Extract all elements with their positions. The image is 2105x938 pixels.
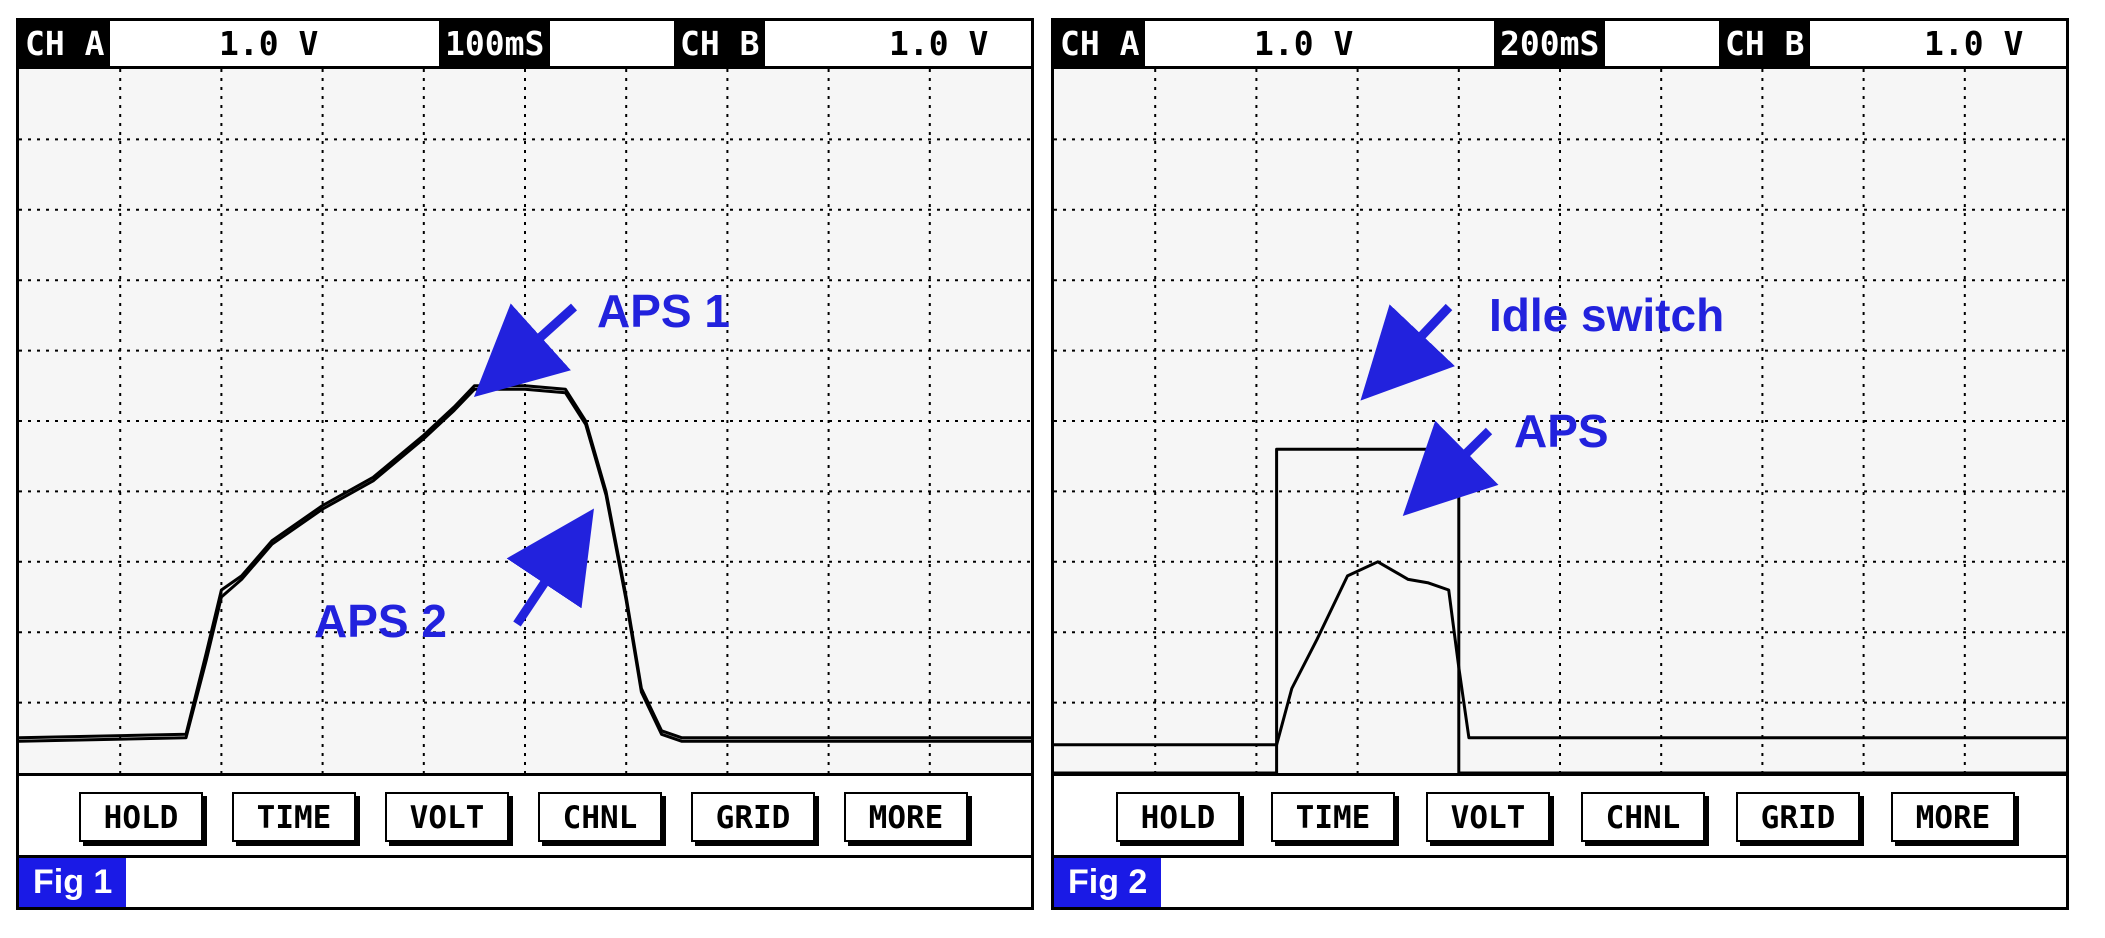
time-button[interactable]: TIME [1271,792,1395,842]
trace-idle-switch [1054,447,2066,773]
hold-button[interactable]: HOLD [1116,792,1240,842]
volt-button[interactable]: VOLT [385,792,509,842]
channel-b-scale: 1.0 V [889,24,989,63]
traces [1054,447,2066,773]
more-button[interactable]: MORE [844,792,968,842]
grid-button[interactable]: GRID [691,792,815,842]
traces [19,384,1031,743]
figure-caption-bar: Fig 1 [19,855,1031,907]
channel-a-label: CH A [1054,21,1146,66]
channel-a-scale: 1.0 V [1254,24,1354,63]
chnl-button[interactable]: CHNL [1581,792,1705,842]
time-button[interactable]: TIME [232,792,356,842]
channel-a-label: CH A [19,21,111,66]
volt-button[interactable]: VOLT [1426,792,1550,842]
annotation-arrow-aps1 [473,303,578,398]
waveform-plot: Idle switch APS [1054,69,2066,773]
annotation-arrow-idle-switch [1360,303,1455,401]
annotation-arrow-aps2 [506,508,594,627]
waveform-chart: Idle switch APS [1054,69,2066,773]
annotation-aps: APS [1402,405,1609,516]
scope-panel-fig1: CH A 1.0 V 100mS CH B 1.0 V APS 1 [16,18,1034,910]
annotation-label-aps: APS [1514,405,1609,457]
figure-caption-bar: Fig 2 [1054,855,2066,907]
hold-button[interactable]: HOLD [79,792,203,842]
annotation-label-idle-switch: Idle switch [1489,289,1724,341]
scope-panel-fig2: CH A 1.0 V 200mS CH B 1.0 V Idle switch [1051,18,2069,910]
trace-aps-2 [19,387,1031,743]
annotation-label-aps2: APS 2 [314,595,447,647]
figure-label: Fig 1 [19,858,127,907]
grid [19,69,1031,773]
figure-label: Fig 2 [1054,858,1162,907]
scope-header: CH A 1.0 V 200mS CH B 1.0 V [1054,21,2066,69]
trace-aps [1054,560,2066,747]
channel-b-label: CH B [1719,21,1811,66]
grid-button[interactable]: GRID [1736,792,1860,842]
annotation-arrow-aps [1402,420,1499,516]
scope-header: CH A 1.0 V 100mS CH B 1.0 V [19,21,1031,69]
channel-b-scale: 1.0 V [1924,24,2024,63]
timebase-label: 200mS [1494,21,1606,66]
waveform-plot: APS 1 APS 2 [19,69,1031,773]
chnl-button[interactable]: CHNL [538,792,662,842]
more-button[interactable]: MORE [1891,792,2015,842]
waveform-chart: APS 1 APS 2 [19,69,1031,773]
softkey-bar: HOLD TIME VOLT CHNL GRID MORE [19,773,1031,855]
softkey-bar: HOLD TIME VOLT CHNL GRID MORE [1054,773,2066,855]
annotation-idle-switch: Idle switch [1360,289,1724,401]
annotation-aps2: APS 2 [314,508,594,647]
grid [1054,69,2066,773]
channel-b-label: CH B [674,21,766,66]
annotation-label-aps1: APS 1 [597,285,730,337]
annotation-aps1: APS 1 [473,285,730,398]
timebase-label: 100mS [439,21,551,66]
channel-a-scale: 1.0 V [219,24,319,63]
